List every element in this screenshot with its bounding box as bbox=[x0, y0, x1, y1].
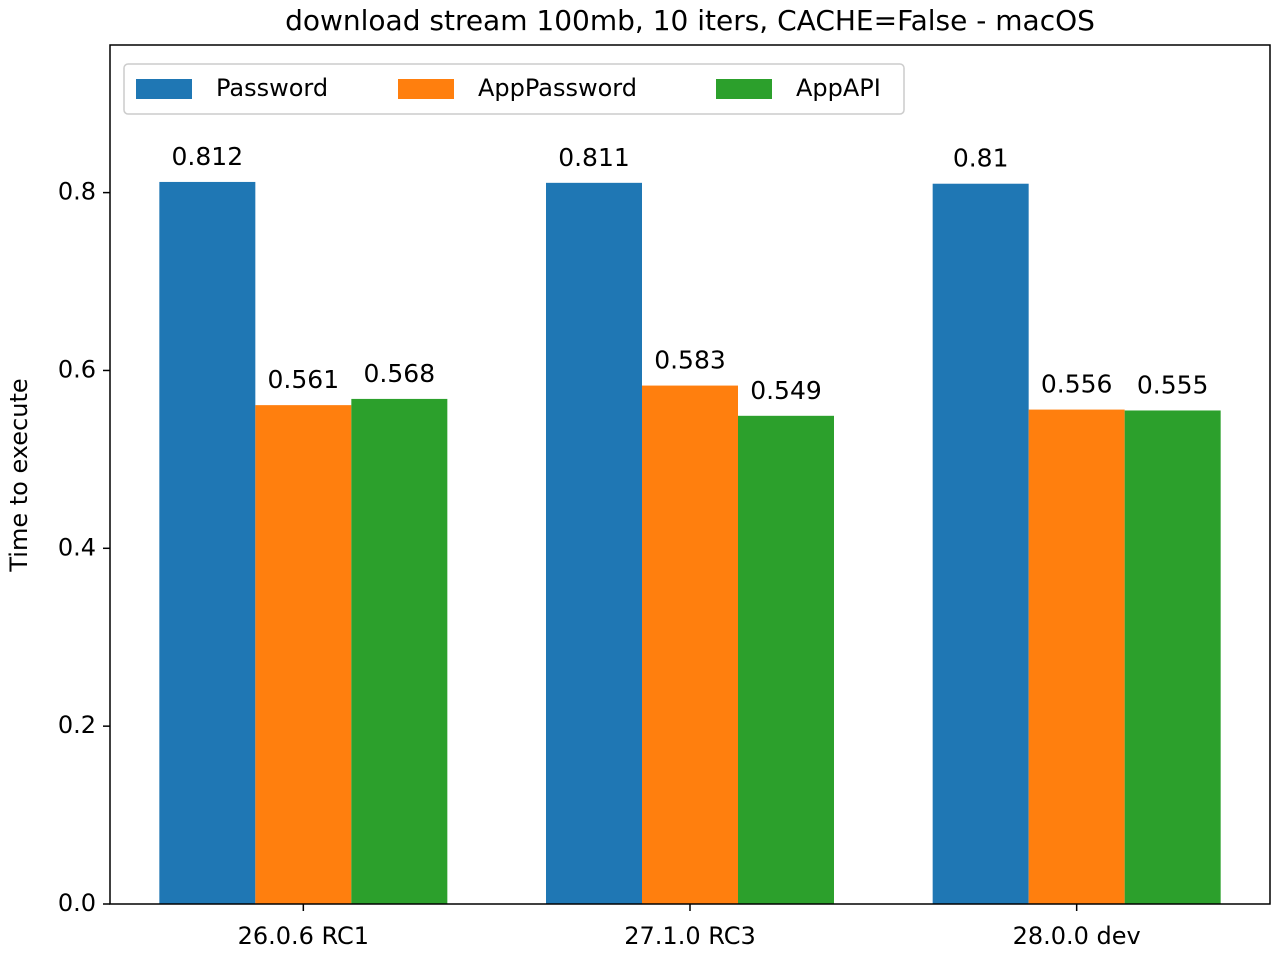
value-label: 0.81 bbox=[953, 144, 1009, 173]
bar bbox=[932, 183, 1029, 905]
x-tick-label: 28.0.0 dev bbox=[1013, 922, 1141, 950]
value-label: 0.556 bbox=[1041, 370, 1113, 399]
bar bbox=[255, 405, 352, 904]
y-tick-label: 0.0 bbox=[58, 889, 96, 917]
bar bbox=[738, 415, 834, 904]
legend-label: Password bbox=[216, 74, 328, 102]
bar bbox=[351, 398, 448, 904]
bar bbox=[159, 181, 256, 905]
bar bbox=[546, 182, 642, 904]
y-axis-label: Time to execute bbox=[5, 378, 33, 572]
plot-frame bbox=[109, 44, 1271, 905]
x-tick-label: 27.1.0 RC3 bbox=[624, 922, 755, 950]
legend-label: AppPassword bbox=[478, 74, 637, 102]
value-label: 0.549 bbox=[750, 376, 822, 405]
x-tick-label: 26.0.6 RC1 bbox=[238, 922, 369, 950]
y-tick-label: 0.6 bbox=[58, 355, 96, 383]
y-tick-label: 0.8 bbox=[58, 178, 96, 206]
value-label: 0.568 bbox=[364, 359, 436, 388]
legend-swatch bbox=[716, 79, 772, 99]
value-label: 0.812 bbox=[172, 142, 244, 171]
bar bbox=[642, 385, 738, 904]
legend-label: AppAPI bbox=[796, 74, 881, 102]
legend-box bbox=[123, 63, 905, 115]
bar bbox=[1028, 409, 1125, 904]
value-label: 0.561 bbox=[268, 365, 340, 394]
value-label: 0.583 bbox=[654, 346, 726, 375]
bar bbox=[1124, 410, 1221, 904]
y-tick-label: 0.2 bbox=[58, 711, 96, 739]
legend-swatch bbox=[136, 79, 192, 99]
y-tick-label: 0.4 bbox=[58, 533, 96, 561]
legend-swatch bbox=[398, 79, 454, 99]
value-label: 0.555 bbox=[1137, 370, 1209, 399]
chart-title: download stream 100mb, 10 iters, CACHE=F… bbox=[285, 4, 1095, 37]
value-label: 0.811 bbox=[558, 143, 630, 172]
